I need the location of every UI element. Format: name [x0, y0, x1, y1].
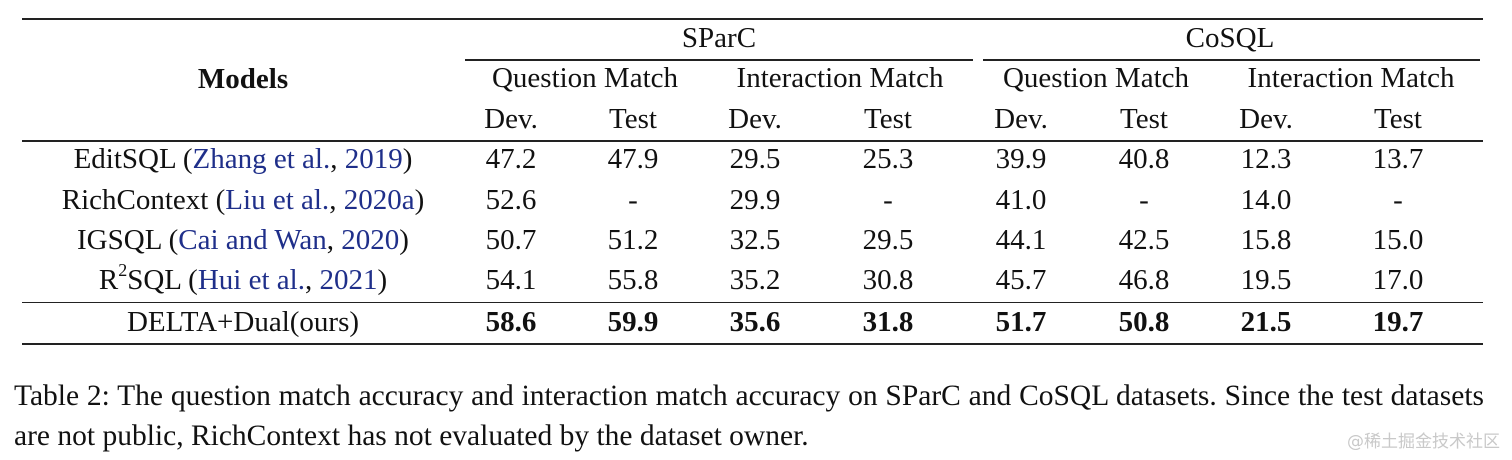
table-cell: 32.5 [729, 224, 781, 256]
ours-separator-rule [22, 302, 1483, 304]
subgroup-cosql-question: Question Match [1002, 62, 1190, 94]
table-cell: 25.3 [862, 143, 914, 175]
table-cell: 44.1 [995, 224, 1047, 256]
table-cell: - [628, 184, 638, 216]
table-cell: - [1139, 184, 1149, 216]
citation-link[interactable]: Hui et al. [197, 264, 305, 296]
table-cell: 42.5 [1118, 224, 1170, 256]
citation-link[interactable]: Zhang et al. [192, 143, 331, 175]
group-header-sparc: SParC [681, 22, 757, 54]
table-cell: 47.9 [607, 143, 659, 175]
table-cell: 40.8 [1118, 143, 1170, 175]
table-cell: 29.9 [729, 184, 781, 216]
model-name-richcontext: RichContext (Liu et al., 2020a) [61, 184, 425, 216]
table-bottom-rule [22, 343, 1483, 345]
table-cell: 50.8 [1118, 306, 1170, 338]
table-cell: - [883, 184, 893, 216]
col-header: Test [1120, 103, 1168, 135]
table-cell: 59.9 [607, 306, 659, 338]
table-cell: 47.2 [485, 143, 537, 175]
table-cell: 17.0 [1372, 264, 1424, 296]
models-header: Models [197, 63, 289, 95]
table-cell: 13.7 [1372, 143, 1424, 175]
col-header: Test [609, 103, 657, 135]
table-cell: 15.8 [1240, 224, 1292, 256]
subgroup-cosql-interaction: Interaction Match [1247, 62, 1455, 94]
table-cell: 51.2 [607, 224, 659, 256]
model-name-ours: DELTA+Dual(ours) [126, 306, 360, 338]
table-cell: - [1393, 184, 1403, 216]
cosql-underline [983, 59, 1480, 61]
table-cell: 19.7 [1372, 306, 1424, 338]
table-cell: 54.1 [485, 264, 537, 296]
table-cell: 51.7 [995, 306, 1047, 338]
citation-link[interactable]: Liu et al. [225, 184, 330, 216]
table-cell: 12.3 [1240, 143, 1292, 175]
header-bottom-rule [22, 140, 1483, 142]
table-cell: 30.8 [862, 264, 914, 296]
table-cell: 45.7 [995, 264, 1047, 296]
model-name-igsql: IGSQL (Cai and Wan, 2020) [77, 224, 409, 256]
table-cell: 29.5 [862, 224, 914, 256]
citation-year-link[interactable]: 2019 [344, 143, 403, 175]
model-name-editsql: EditSQL (Zhang et al., 2019) [73, 143, 413, 175]
table-cell: 31.8 [862, 306, 914, 338]
table-cell: 35.6 [729, 306, 781, 338]
group-header-cosql: CoSQL [1185, 22, 1275, 54]
table-cell: 55.8 [607, 264, 659, 296]
table-cell: 52.6 [485, 184, 537, 216]
col-header: Dev. [484, 103, 538, 135]
col-header: Dev. [728, 103, 782, 135]
table-cell: 50.7 [485, 224, 537, 256]
citation-year-link[interactable]: 2020a [343, 184, 415, 216]
citation-link[interactable]: Cai and Wan [178, 224, 327, 256]
table-cell: 14.0 [1240, 184, 1292, 216]
subgroup-sparc-interaction: Interaction Match [736, 62, 944, 94]
col-header: Dev. [1239, 103, 1293, 135]
subgroup-sparc-question: Question Match [491, 62, 679, 94]
watermark: @稀土掘金技术社区 [1347, 432, 1500, 452]
table-cell: 39.9 [995, 143, 1047, 175]
citation-year-link[interactable]: 2021 [319, 264, 378, 296]
table-cell: 29.5 [729, 143, 781, 175]
table-cell: 35.2 [729, 264, 781, 296]
table-top-rule [22, 18, 1483, 20]
col-header: Test [1374, 103, 1422, 135]
sparc-underline [465, 59, 973, 61]
table-cell: 19.5 [1240, 264, 1292, 296]
table-cell: 21.5 [1240, 306, 1292, 338]
col-header: Test [864, 103, 912, 135]
citation-year-link[interactable]: 2020 [341, 224, 400, 256]
model-name-r2sql: R2SQL (Hui et al., 2021) [98, 260, 388, 296]
table-cell: 58.6 [485, 306, 537, 338]
table-cell: 41.0 [995, 184, 1047, 216]
table-cell: 46.8 [1118, 264, 1170, 296]
table-caption: Table 2: The question match accuracy and… [14, 380, 1484, 452]
col-header: Dev. [994, 103, 1048, 135]
table-cell: 15.0 [1372, 224, 1424, 256]
